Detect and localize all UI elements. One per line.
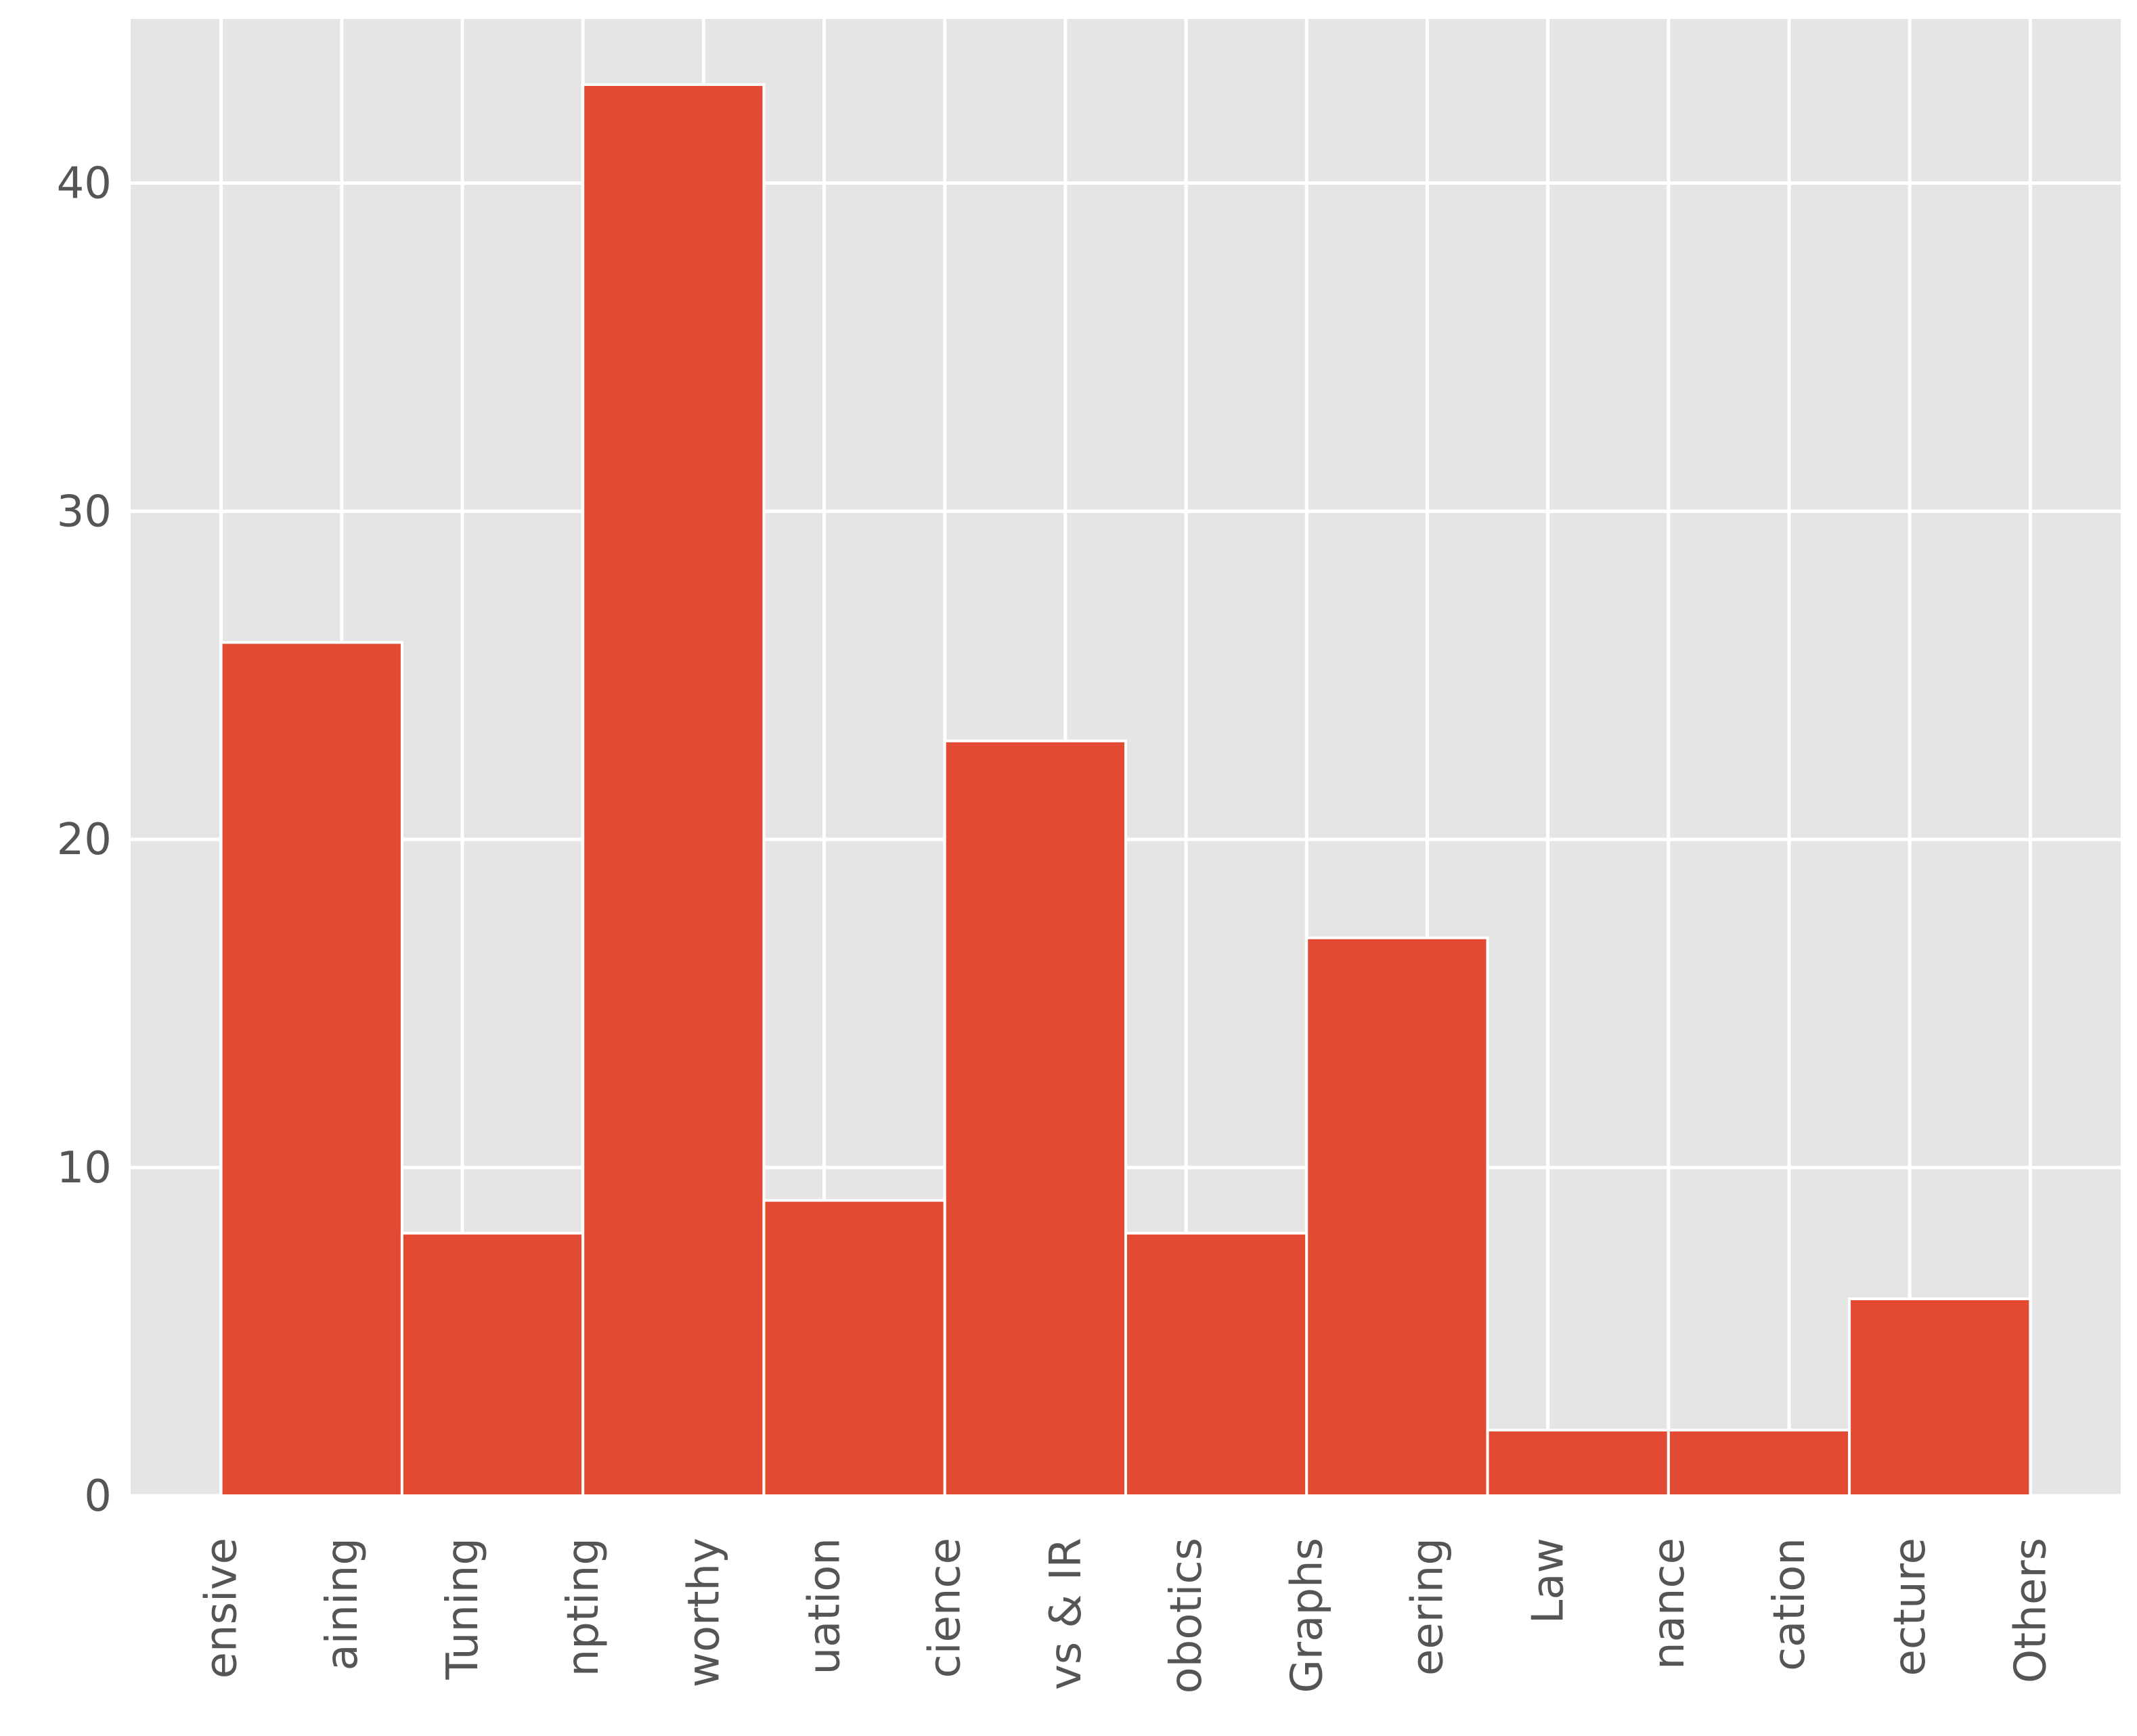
x-tick-label: vs & IR — [1041, 1538, 1091, 1690]
x-tick-label: npting — [558, 1538, 609, 1676]
x-tick-label: Tuning — [438, 1538, 488, 1680]
bar — [1305, 936, 1489, 1497]
x-tick-label: cation — [1765, 1538, 1815, 1671]
x-tick-label: aining — [317, 1538, 368, 1671]
y-tick-label: 40 — [57, 158, 112, 208]
bar — [1848, 1297, 2032, 1497]
x-tick-label: ecture — [1885, 1538, 1935, 1676]
x-tick-label: worthy — [679, 1538, 729, 1687]
y-tick-label: 30 — [57, 487, 112, 537]
x-tick-label: obotics — [1162, 1538, 1212, 1693]
x-tick-label: eering — [1403, 1538, 1453, 1676]
x-tick-label: Law — [1524, 1538, 1574, 1624]
bars — [219, 83, 2032, 1497]
bar — [581, 83, 766, 1497]
y-tick-label: 0 — [84, 1471, 112, 1521]
x-tick-label: nance — [1644, 1538, 1694, 1670]
bar — [1667, 1429, 1851, 1497]
x-tick-labels: ensive aining Tuning npting worthy uation cien… — [197, 1538, 2056, 1693]
y-tick-label: 10 — [57, 1143, 112, 1193]
bar — [400, 1232, 585, 1497]
x-tick-label: uation — [800, 1538, 850, 1674]
bar — [1486, 1429, 1670, 1497]
x-tick-label: ensive — [197, 1538, 247, 1678]
x-tick-label: Graphs — [1282, 1538, 1332, 1693]
y-tick-label: 20 — [57, 815, 112, 865]
y-tick-labels: 0 10 20 30 40 — [57, 158, 112, 1521]
x-tick-label: Others — [2006, 1538, 2056, 1683]
bar — [219, 641, 403, 1497]
bar — [943, 739, 1128, 1497]
bar — [1124, 1232, 1308, 1497]
bar — [762, 1199, 946, 1497]
x-tick-label: cience — [921, 1538, 971, 1678]
